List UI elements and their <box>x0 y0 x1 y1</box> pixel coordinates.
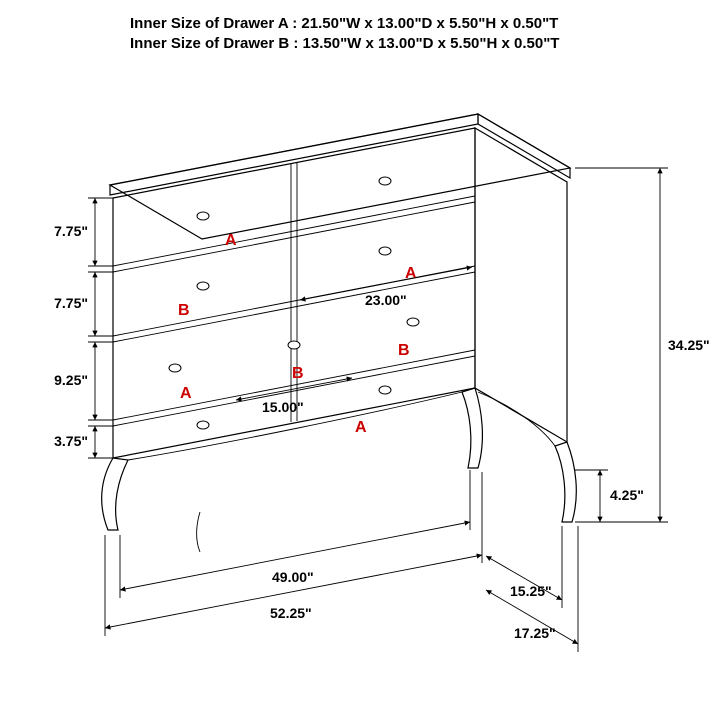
rail-1a <box>113 196 475 266</box>
top-face <box>110 114 570 239</box>
drawer-label-b: B <box>178 302 190 319</box>
dim-row-heights: 7.75" 7.75" 9.25" 3.75" <box>54 198 113 458</box>
dim-total-width: 52.25" <box>105 472 482 636</box>
knob-icon <box>407 318 419 326</box>
drawer-label-b: B <box>398 342 410 359</box>
leg-back-right <box>555 442 576 522</box>
svg-text:17.25": 17.25" <box>514 625 556 641</box>
header-line-2: Inner Size of Drawer B : 13.50"W x 13.00… <box>130 35 559 52</box>
knob-icon <box>379 177 391 185</box>
knob-icon <box>379 386 391 394</box>
knob-icon <box>379 247 391 255</box>
svg-text:15.25": 15.25" <box>510 583 552 599</box>
knob-icon <box>197 421 209 429</box>
leg-back-left <box>197 512 200 552</box>
leg-front-right <box>462 388 482 468</box>
svg-text:7.75": 7.75" <box>54 295 88 311</box>
dim-depth: 15.25" <box>486 526 562 608</box>
svg-text:34.25": 34.25" <box>668 337 710 353</box>
svg-text:23.00": 23.00" <box>365 292 407 308</box>
svg-text:15.00": 15.00" <box>262 399 304 415</box>
drawer-label-b: B <box>292 365 304 382</box>
svg-text:3.75": 3.75" <box>54 433 88 449</box>
knob-icon <box>169 364 181 372</box>
knob-icon <box>197 282 209 290</box>
dim-front-width: 49.00" <box>120 470 470 598</box>
drawer-label-a: A <box>225 232 237 249</box>
top-side-edge <box>478 114 570 178</box>
leg-front-left <box>102 458 128 530</box>
dim-total-height: 34.25" <box>575 168 710 522</box>
svg-text:7.75": 7.75" <box>54 223 88 239</box>
header-line-1: Inner Size of Drawer A : 21.50"W x 13.00… <box>130 15 558 32</box>
svg-text:49.00": 49.00" <box>272 569 314 585</box>
top-front-edge <box>110 114 478 195</box>
rail-1b <box>113 202 475 272</box>
drawer-label-a: A <box>355 419 367 436</box>
svg-text:52.25": 52.25" <box>270 605 312 621</box>
dim-drawer-a-width: 23.00" <box>300 267 472 308</box>
svg-text:4.25": 4.25" <box>610 487 644 503</box>
svg-text:9.25": 9.25" <box>54 372 88 388</box>
dresser-diagram: Inner Size of Drawer A : 21.50"W x 13.00… <box>0 0 720 720</box>
knob-icon <box>197 212 209 220</box>
knob-icon <box>288 341 300 349</box>
apron-side <box>478 392 555 446</box>
rail-2b <box>113 272 475 342</box>
drawer-label-a: A <box>180 385 192 402</box>
dim-leg-height: 4.25" <box>575 470 644 522</box>
side-face <box>475 128 567 442</box>
